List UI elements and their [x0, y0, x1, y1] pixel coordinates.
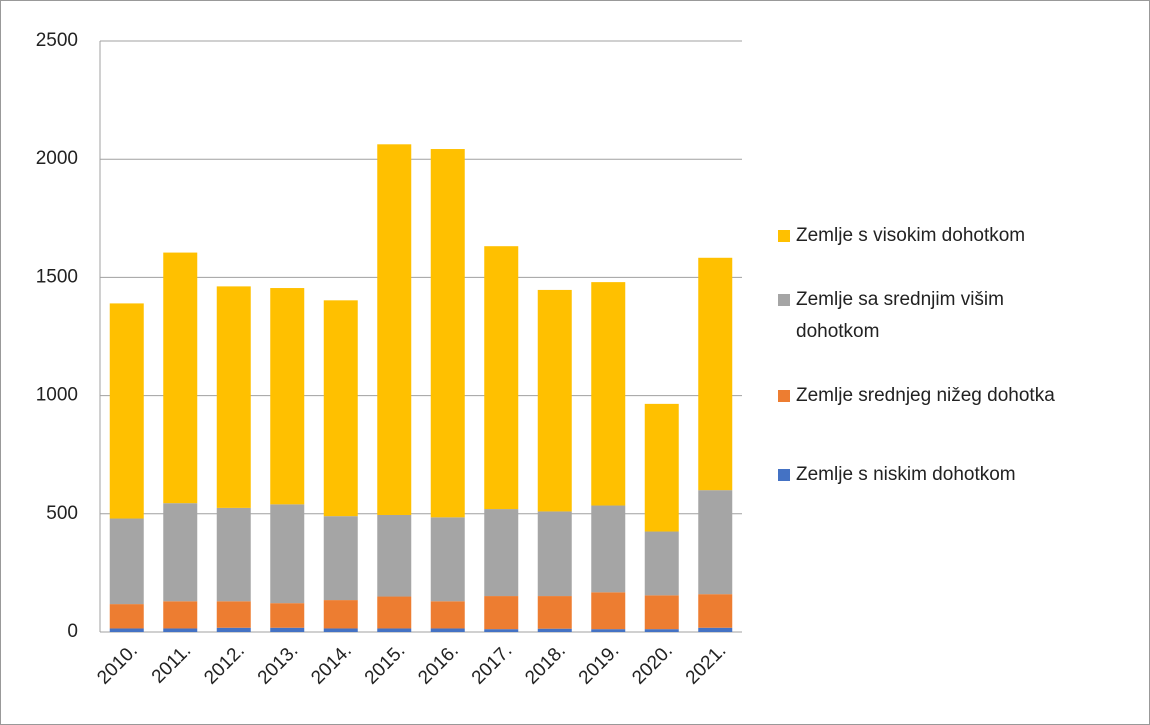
bar-segment	[484, 246, 519, 510]
bar-segment	[698, 594, 733, 628]
bar-segment	[698, 627, 733, 632]
bar-segment	[323, 300, 358, 517]
bar-segment	[163, 252, 198, 504]
bar-segment	[430, 149, 465, 518]
bar-segment	[216, 601, 251, 628]
bar-segment	[644, 531, 679, 596]
bar-segment	[377, 144, 412, 515]
bar-segment	[216, 286, 251, 508]
bar-segment	[591, 505, 626, 593]
bar-segment	[537, 511, 572, 597]
bar-segment	[163, 503, 198, 602]
y-tick-label: 1000	[36, 385, 78, 406]
legend-swatch	[778, 390, 790, 402]
bar-segment	[163, 628, 198, 632]
bar-segment	[163, 601, 198, 629]
bar-segment	[323, 600, 358, 629]
bar-segment	[270, 603, 305, 628]
legend-item: Zemlje sa srednjim višim dohotkom	[778, 284, 1148, 348]
legend-item: Zemlje srednjeg nižeg dohotka	[778, 380, 1148, 412]
bar-segment	[591, 629, 626, 632]
legend-item: Zemlje s niskim dohotkom	[778, 459, 1148, 491]
bar-segment	[430, 628, 465, 632]
y-tick-label: 0	[67, 621, 78, 642]
bar-segment	[109, 303, 144, 519]
bar-segment	[644, 629, 679, 632]
y-tick-label: 500	[46, 503, 78, 524]
y-tick-label: 2500	[36, 30, 78, 51]
bar-segment	[698, 490, 733, 595]
bar-segment	[323, 628, 358, 632]
bar-segment	[323, 516, 358, 601]
legend-label: Zemlje s niskim dohotkom	[796, 464, 1016, 485]
bar-segment	[484, 596, 519, 630]
bar-segment	[591, 282, 626, 506]
bar-segment	[377, 628, 412, 632]
bar-segment	[430, 517, 465, 602]
bar-segment	[537, 289, 572, 512]
bar-segment	[537, 596, 572, 629]
bar-segment	[109, 518, 144, 605]
bar-segment	[537, 628, 572, 632]
legend-label: Zemlje sa srednjim višim dohotkom	[796, 289, 1004, 342]
legend-swatch	[778, 294, 790, 306]
bar-segment	[377, 596, 412, 629]
bar-segment	[377, 514, 412, 597]
bar-segment	[484, 509, 519, 597]
bar-segment	[644, 595, 679, 630]
bar-segment	[216, 507, 251, 602]
legend-label: Zemlje s visokim dohotkom	[796, 225, 1026, 246]
bar-segment	[484, 629, 519, 632]
bar-segment	[644, 403, 679, 532]
legend-item: Zemlje s visokim dohotkom	[778, 220, 1148, 252]
bar-segment	[109, 604, 144, 629]
legend-label: Zemlje srednjeg nižeg dohotka	[796, 385, 1055, 406]
y-tick-label: 2000	[36, 148, 78, 169]
y-tick-label: 1500	[36, 266, 78, 287]
legend-swatch	[778, 230, 790, 242]
legend-swatch	[778, 469, 790, 481]
bar-segment	[109, 628, 144, 632]
bar-segment	[270, 627, 305, 632]
bar-segment	[430, 601, 465, 629]
bar-segment	[270, 288, 305, 505]
bar-segment	[698, 257, 733, 491]
bar-segment	[591, 592, 626, 630]
bar-segment	[216, 627, 251, 632]
bar-segment	[270, 504, 305, 604]
